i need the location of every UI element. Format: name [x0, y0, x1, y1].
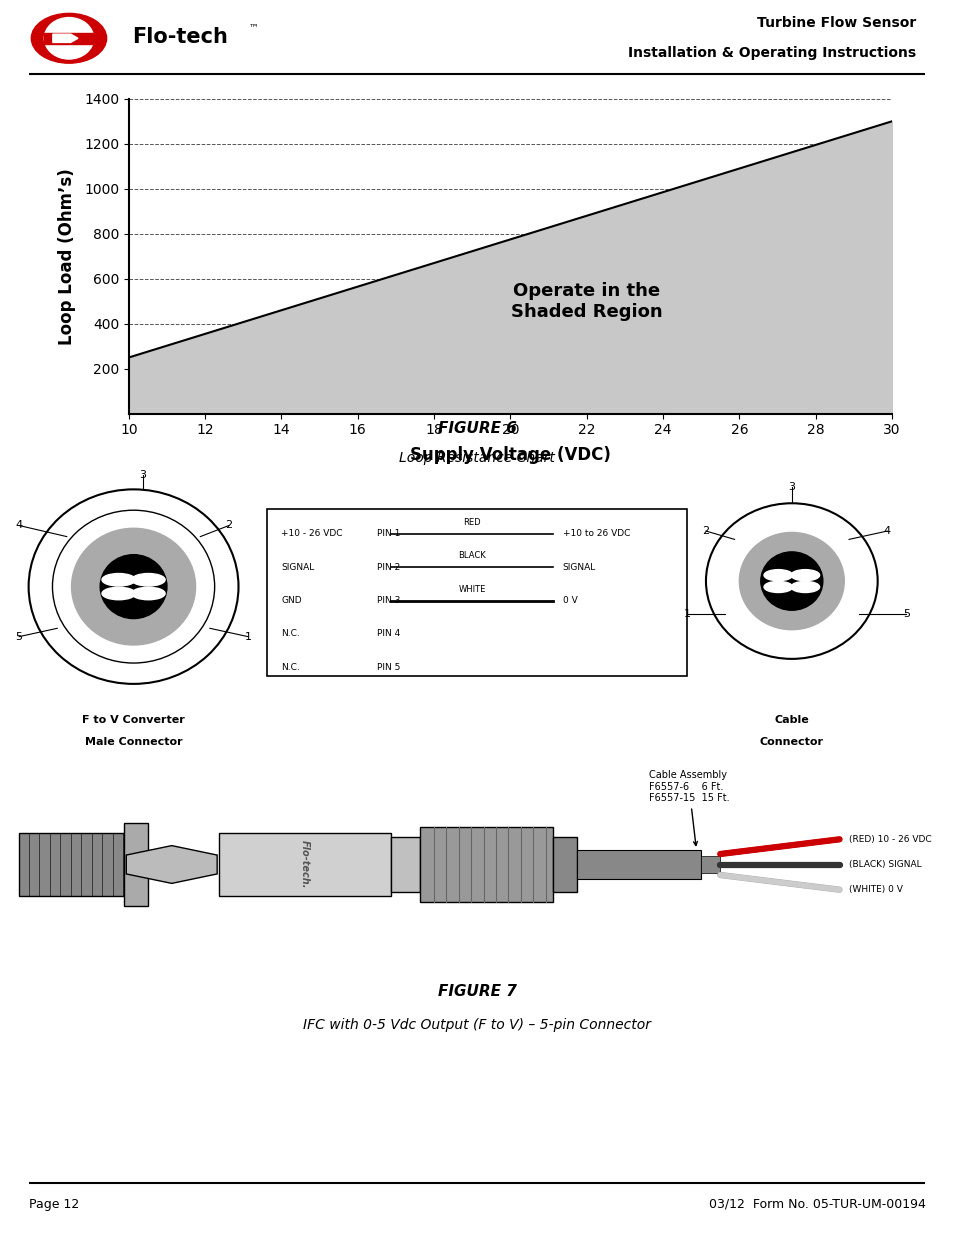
Text: 1: 1 [682, 609, 690, 620]
Text: F to V Converter: F to V Converter [82, 715, 185, 725]
Y-axis label: Loop Load (Ohm’s): Loop Load (Ohm’s) [57, 168, 75, 345]
Text: 3: 3 [139, 471, 147, 480]
Ellipse shape [71, 529, 195, 645]
Ellipse shape [790, 569, 819, 580]
Text: IFC with 0-5 Vdc Output (F to V) – 5-pin Connector: IFC with 0-5 Vdc Output (F to V) – 5-pin… [303, 1018, 650, 1031]
Text: BLACK: BLACK [457, 551, 486, 561]
Ellipse shape [763, 582, 792, 593]
Text: (BLACK) SIGNAL: (BLACK) SIGNAL [848, 860, 921, 869]
FancyBboxPatch shape [700, 856, 720, 873]
Text: ™: ™ [248, 22, 258, 32]
Text: (RED) 10 - 26 VDC: (RED) 10 - 26 VDC [848, 835, 931, 844]
Text: N.C.: N.C. [281, 630, 300, 638]
Text: Flo-tech.: Flo-tech. [300, 840, 310, 889]
Text: N.C.: N.C. [281, 663, 300, 672]
Text: 0 V: 0 V [562, 597, 577, 605]
Ellipse shape [760, 552, 821, 610]
FancyBboxPatch shape [267, 509, 686, 676]
Text: +10 - 26 VDC: +10 - 26 VDC [281, 530, 342, 538]
Polygon shape [52, 35, 78, 42]
Text: GND: GND [281, 597, 302, 605]
Text: RED: RED [463, 517, 480, 527]
Text: FIGURE 7: FIGURE 7 [437, 983, 516, 999]
FancyBboxPatch shape [391, 837, 419, 892]
Text: 2: 2 [225, 520, 233, 531]
Ellipse shape [132, 588, 165, 600]
Text: Cable: Cable [774, 715, 808, 725]
Text: 5: 5 [15, 631, 23, 642]
Ellipse shape [100, 555, 167, 619]
Text: PIN 1: PIN 1 [376, 530, 400, 538]
Text: (WHITE) 0 V: (WHITE) 0 V [848, 885, 902, 894]
FancyBboxPatch shape [19, 832, 124, 897]
Ellipse shape [44, 17, 93, 59]
Ellipse shape [739, 532, 843, 630]
Ellipse shape [763, 569, 792, 580]
Text: PIN 5: PIN 5 [376, 663, 400, 672]
Text: 2: 2 [701, 526, 709, 536]
Text: +10 to 26 VDC: +10 to 26 VDC [562, 530, 630, 538]
Text: PIN 4: PIN 4 [376, 630, 399, 638]
Text: 3: 3 [787, 482, 795, 492]
FancyBboxPatch shape [577, 850, 700, 879]
Text: PIN 2: PIN 2 [376, 563, 399, 572]
Text: 03/12  Form No. 05-TUR-UM-00194: 03/12 Form No. 05-TUR-UM-00194 [708, 1198, 924, 1210]
FancyBboxPatch shape [219, 832, 391, 897]
Text: PIN 3: PIN 3 [376, 597, 400, 605]
Text: 4: 4 [882, 526, 890, 536]
FancyBboxPatch shape [124, 823, 148, 906]
Ellipse shape [102, 588, 135, 600]
Text: 4: 4 [15, 520, 23, 531]
Bar [44, 33, 93, 43]
Ellipse shape [102, 573, 135, 585]
Text: Male Connector: Male Connector [85, 737, 182, 747]
Text: FIGURE 6: FIGURE 6 [437, 421, 516, 436]
Text: Operate in the
Shaded Region: Operate in the Shaded Region [511, 282, 661, 321]
Text: Flo-tech: Flo-tech [132, 27, 228, 47]
Text: Loop Resistance Chart: Loop Resistance Chart [398, 451, 555, 466]
Text: 5: 5 [902, 609, 909, 620]
FancyBboxPatch shape [419, 826, 553, 903]
Text: SIGNAL: SIGNAL [281, 563, 314, 572]
Text: Turbine Flow Sensor: Turbine Flow Sensor [757, 16, 916, 31]
Text: 1: 1 [244, 631, 252, 642]
Ellipse shape [790, 582, 819, 593]
Polygon shape [126, 846, 217, 883]
Text: SIGNAL: SIGNAL [562, 563, 596, 572]
X-axis label: Supply Voltage (VDC): Supply Voltage (VDC) [410, 446, 610, 464]
Ellipse shape [132, 573, 165, 585]
Text: Cable Assembly
F6557-6    6 Ft.
F6557-15  15 Ft.: Cable Assembly F6557-6 6 Ft. F6557-15 15… [648, 771, 729, 846]
Text: Page 12: Page 12 [29, 1198, 79, 1210]
Text: WHITE: WHITE [458, 584, 485, 594]
Text: Installation & Operating Instructions: Installation & Operating Instructions [628, 46, 916, 61]
FancyBboxPatch shape [553, 837, 577, 892]
Text: Connector: Connector [759, 737, 823, 747]
Circle shape [31, 14, 107, 63]
